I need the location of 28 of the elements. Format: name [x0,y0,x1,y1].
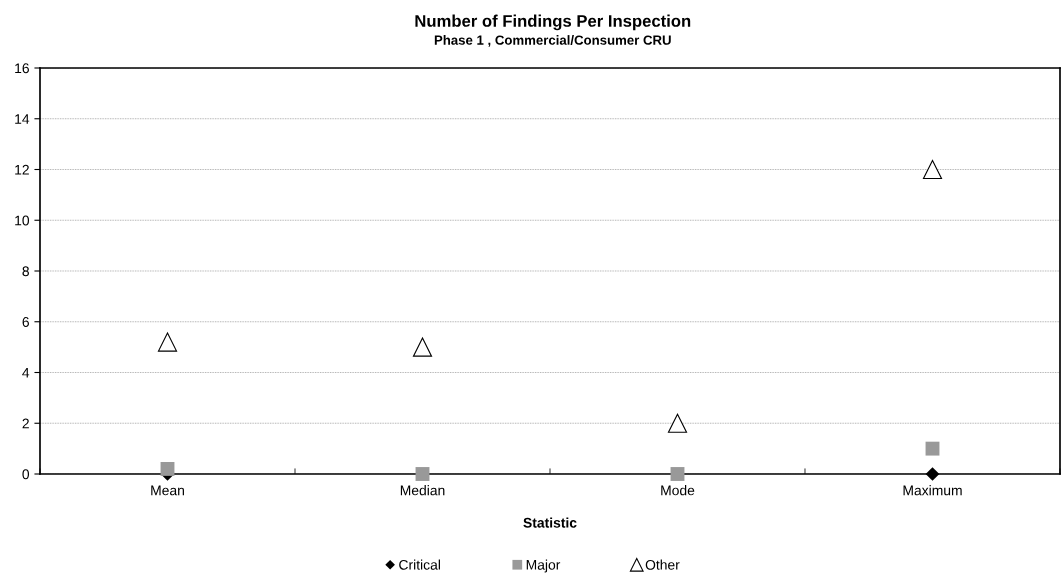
legend-label: Other [645,559,680,570]
y-tick-label: 14 [15,114,30,124]
point [922,159,943,180]
chart-subtitle: Phase 1 , Commercial/Consumer CRU [434,35,671,47]
x-tick-label: Mode [661,485,695,496]
chart-title: Number of Findings Per Inspection [415,14,691,31]
point [667,413,688,433]
y-tick-label: 2 [22,418,29,429]
x-tick-label: Median [400,485,445,496]
y-tick-label: 6 [22,317,29,327]
x-tick-label: Mean [151,485,184,496]
point [415,467,430,481]
x-tick-label: Maximum [903,485,962,496]
point [925,467,940,481]
y-tick-label: 4 [22,367,30,378]
y-tick-label: 12 [15,164,29,175]
point [160,461,175,476]
y-tick-label: 8 [22,266,29,277]
y-tick-label: 10 [15,215,30,226]
point [157,332,178,352]
point [670,467,685,481]
point [925,441,940,456]
y-tick-label: 16 [15,63,29,74]
legend-label: Critical [399,559,440,570]
point [412,337,433,357]
y-tick-label: 0 [22,469,30,480]
x-axis-title: Statistic [523,517,577,528]
legend-label: Major [526,559,561,573]
